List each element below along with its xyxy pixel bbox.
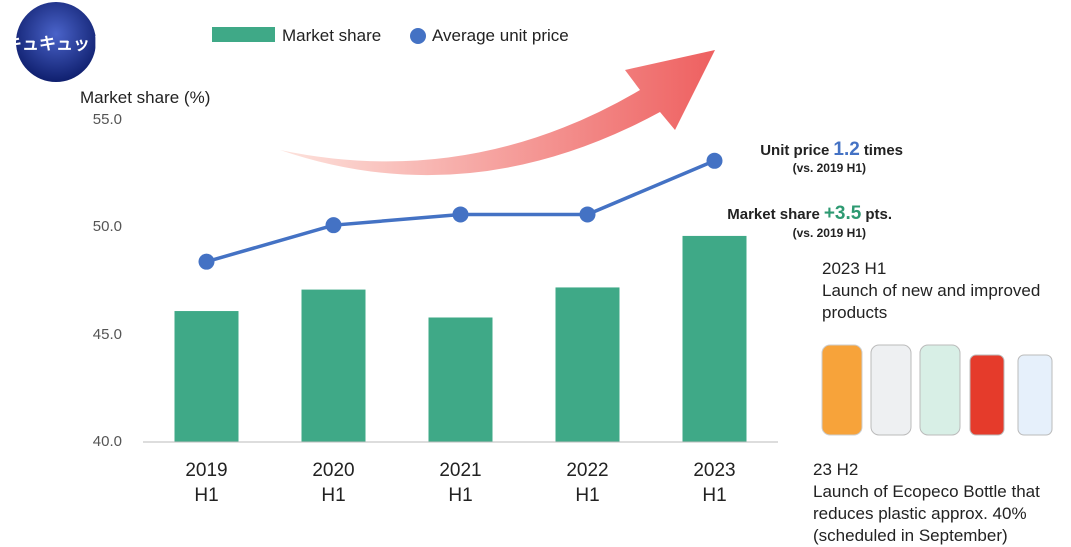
annotation-figure: 1.2 (833, 139, 859, 160)
x-tick-label: 2022 H1 (553, 458, 623, 508)
annotation-lead: Unit price (760, 142, 829, 159)
bar (683, 236, 747, 442)
side-text: Launch of Ecopeco Bottle that reduces pl… (813, 481, 1068, 547)
y-tick-label: 50.0 (62, 218, 122, 235)
side-text: Launch of new and improved products (822, 280, 1067, 324)
product-images (822, 345, 1052, 435)
legend-label: Market share (282, 26, 381, 46)
x-tick-label: 2023 H1 (680, 458, 750, 508)
y-axis-title: Market share (%) (80, 88, 210, 108)
bar (429, 317, 493, 442)
bar (556, 287, 620, 442)
annotation-tail: times (864, 142, 903, 159)
point (707, 153, 723, 169)
annotation-tail: pts. (865, 206, 892, 223)
point (580, 206, 596, 222)
point (199, 254, 215, 270)
annotation-figure: +3.5 (824, 203, 862, 224)
point (453, 206, 469, 222)
legend-label: Average unit price (432, 26, 569, 46)
legend-swatch (212, 27, 275, 42)
side-note: 23 H2 Launch of Ecopeco Bottle that redu… (813, 459, 1068, 547)
annotation-note: (vs. 2019 H1) (793, 226, 866, 240)
side-heading: 2023 H1 (822, 258, 1067, 280)
side-note: 2023 H1 Launch of new and improved produ… (822, 258, 1067, 324)
x-tick-label: 2019 H1 (172, 458, 242, 508)
legend-swatch (410, 28, 426, 44)
y-tick-label: 40.0 (62, 433, 122, 450)
y-tick-label: 45.0 (62, 326, 122, 343)
x-tick-label: 2021 H1 (426, 458, 496, 508)
x-tick-label: 2020 H1 (299, 458, 369, 508)
side-heading: 23 H2 (813, 459, 1068, 481)
point (326, 217, 342, 233)
annotation-lead: Market share (727, 206, 820, 223)
bar (302, 290, 366, 442)
logo-text: キュキュット (5, 34, 107, 53)
trend-arrow (280, 50, 715, 175)
page: キュキュット Market share (%) Unit price1.2 tim… (0, 0, 1071, 547)
annotation-note: (vs. 2019 H1) (793, 161, 866, 175)
y-tick-label: 55.0 (62, 111, 122, 128)
bar (175, 311, 239, 442)
